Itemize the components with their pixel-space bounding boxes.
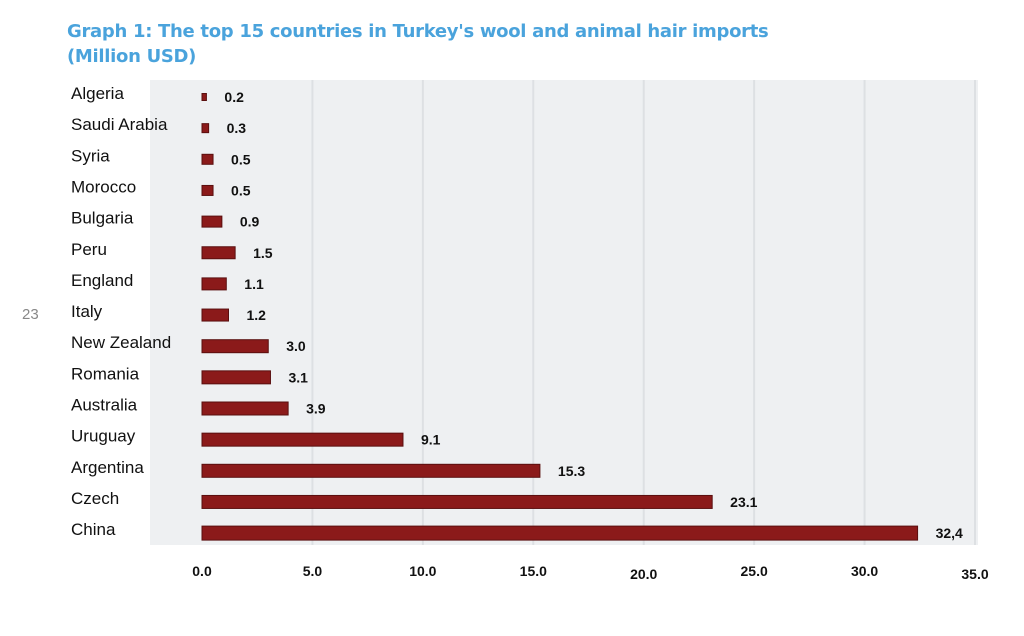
data-label: 3.0 [286, 338, 306, 354]
x-tick-label: 10.0 [409, 563, 436, 579]
chart-title-line1: Graph 1: The top 15 countries in Turkey'… [67, 21, 769, 42]
data-label: 15.3 [558, 463, 585, 479]
bar [201, 463, 541, 478]
x-tick-label: 30.0 [851, 563, 878, 579]
bar [201, 401, 289, 416]
bar [201, 246, 236, 260]
bar [201, 308, 230, 322]
data-label: 0.2 [224, 89, 244, 105]
category-label: Australia [71, 396, 138, 415]
category-label: Bulgaria [71, 209, 134, 228]
bar [201, 215, 223, 228]
category-label: Morocco [71, 177, 136, 196]
bar [201, 525, 919, 541]
data-label: 1.1 [244, 276, 264, 292]
data-label: 0.9 [240, 214, 260, 230]
category-label: Peru [71, 240, 107, 259]
bar [201, 339, 269, 354]
category-label: Algeria [71, 84, 124, 103]
category-label: China [71, 520, 116, 539]
category-label: Uruguay [71, 427, 136, 446]
category-label: England [71, 271, 133, 290]
bar [201, 184, 214, 196]
category-label: Argentina [71, 458, 144, 477]
category-label: Syria [71, 146, 110, 165]
bar [201, 153, 214, 165]
chart-title-line2: (Million USD) [67, 46, 197, 67]
bar [201, 277, 227, 291]
bar [201, 370, 271, 385]
data-label: 0.5 [231, 151, 251, 167]
category-label: Saudi Arabia [71, 115, 168, 134]
x-tick-label: 25.0 [741, 563, 768, 579]
x-tick-label: 20.0 [630, 566, 657, 582]
x-tick-label: 5.0 [303, 563, 323, 579]
x-tick-label: 35.0 [961, 566, 988, 582]
data-label: 0.3 [227, 120, 247, 136]
category-label: New Zealand [71, 333, 171, 352]
x-tick-label: 0.0 [192, 563, 212, 579]
data-label: 3.1 [288, 369, 308, 385]
x-tick-label: 15.0 [520, 563, 547, 579]
data-label: 1.5 [253, 245, 273, 261]
category-label: Czech [71, 489, 119, 508]
bar [201, 93, 207, 101]
chart-title: Graph 1: The top 15 countries in Turkey'… [67, 19, 769, 69]
page-number: 23 [22, 306, 39, 323]
data-label: 32,4 [936, 525, 963, 541]
category-label: Romania [71, 364, 140, 383]
data-label: 1.2 [247, 307, 267, 323]
bar [201, 494, 713, 509]
data-label: 9.1 [421, 432, 441, 448]
bar [201, 432, 404, 447]
data-label: 3.9 [306, 401, 326, 417]
category-label: Italy [71, 302, 103, 321]
data-label: 23.1 [730, 494, 757, 510]
bar [201, 123, 210, 134]
data-label: 0.5 [231, 182, 251, 198]
